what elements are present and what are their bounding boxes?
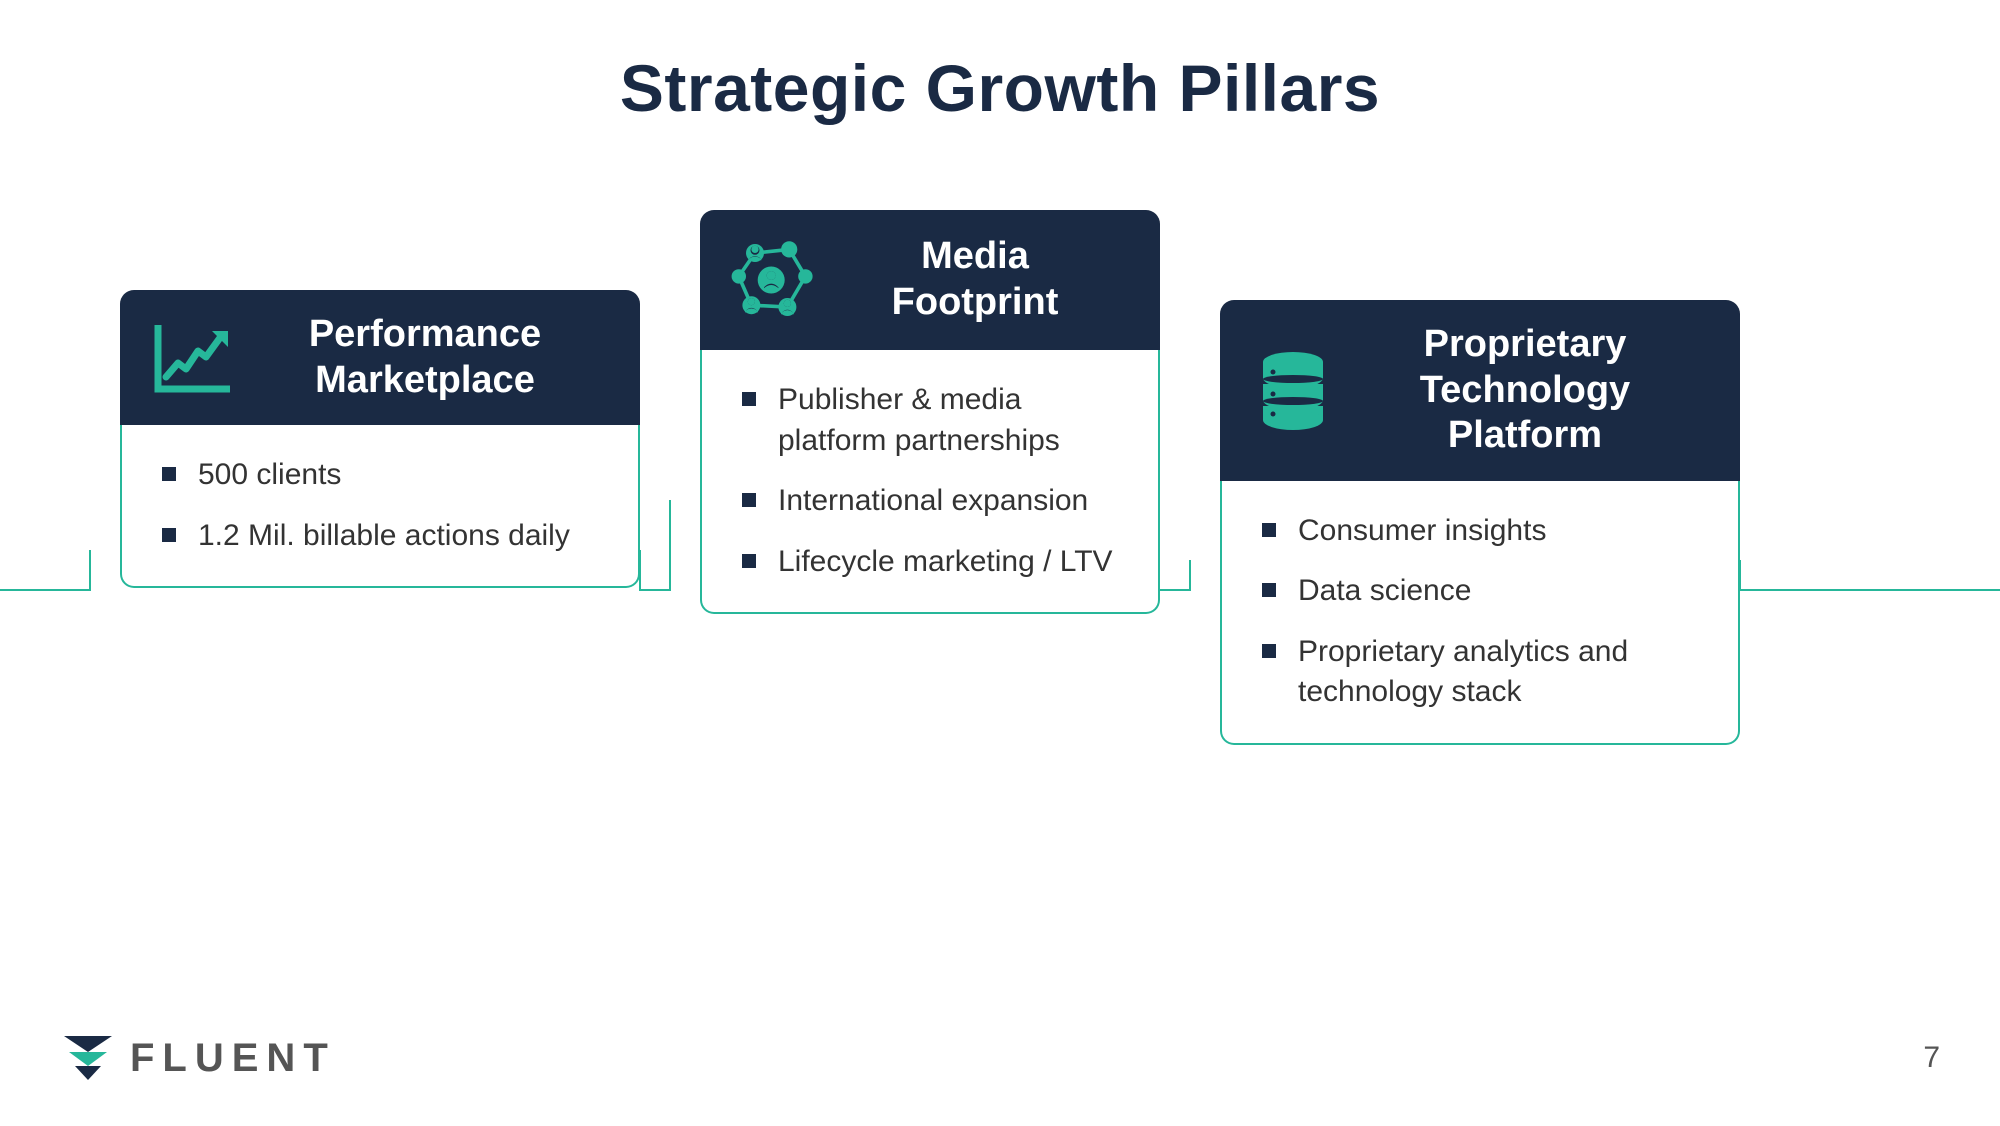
bullet-list: 500 clients 1.2 Mil. billable actions da… [162, 455, 610, 556]
list-item: 1.2 Mil. billable actions daily [162, 516, 610, 557]
title-line-2: Footprint [892, 281, 1059, 323]
card-title: Proprietary Technology Platform [1338, 322, 1712, 459]
bullet-list: Publisher & media platform partnerships … [742, 380, 1130, 582]
list-item: Lifecycle marketing / LTV [742, 542, 1130, 583]
card-body: 500 clients 1.2 Mil. billable actions da… [120, 425, 640, 588]
fluent-logo-icon [60, 1030, 116, 1086]
list-item: Data science [1262, 571, 1710, 612]
card-title: Media Footprint [818, 234, 1132, 325]
logo-text: FLUENT [130, 1036, 336, 1081]
bullet-list: Consumer insights Data science Proprieta… [1262, 511, 1710, 713]
card-media: Media Footprint Publisher & media platfo… [700, 210, 1160, 614]
list-item: 500 clients [162, 455, 610, 496]
chart-up-icon [148, 321, 238, 395]
card-body: Consumer insights Data science Proprieta… [1220, 481, 1740, 745]
card-header: Media Footprint [700, 210, 1160, 350]
network-icon [728, 232, 818, 328]
list-item: Proprietary analytics and technology sta… [1262, 632, 1710, 713]
card-header: Performance Marketplace [120, 290, 640, 425]
database-icon [1248, 350, 1338, 430]
card-proprietary: Proprietary Technology Platform Consumer… [1220, 300, 1740, 745]
slide: Strategic Growth Pillars Performance Mar… [0, 0, 2000, 1126]
card-body: Publisher & media platform partnerships … [700, 350, 1160, 614]
footer: FLUENT 7 [60, 1030, 1940, 1086]
list-item: International expansion [742, 481, 1130, 522]
card-performance: Performance Marketplace 500 clients 1.2 … [120, 290, 640, 588]
title-line-1: Media [921, 235, 1029, 277]
list-item: Consumer insights [1262, 511, 1710, 552]
list-item: Publisher & media platform partnerships [742, 380, 1130, 461]
fluent-logo: FLUENT [60, 1030, 336, 1086]
cards-area: Performance Marketplace 500 clients 1.2 … [0, 210, 2000, 910]
card-header: Proprietary Technology Platform [1220, 300, 1740, 481]
page-number: 7 [1923, 1041, 1940, 1075]
card-title: Performance Marketplace [238, 312, 612, 403]
slide-title: Strategic Growth Pillars [0, 50, 2000, 126]
